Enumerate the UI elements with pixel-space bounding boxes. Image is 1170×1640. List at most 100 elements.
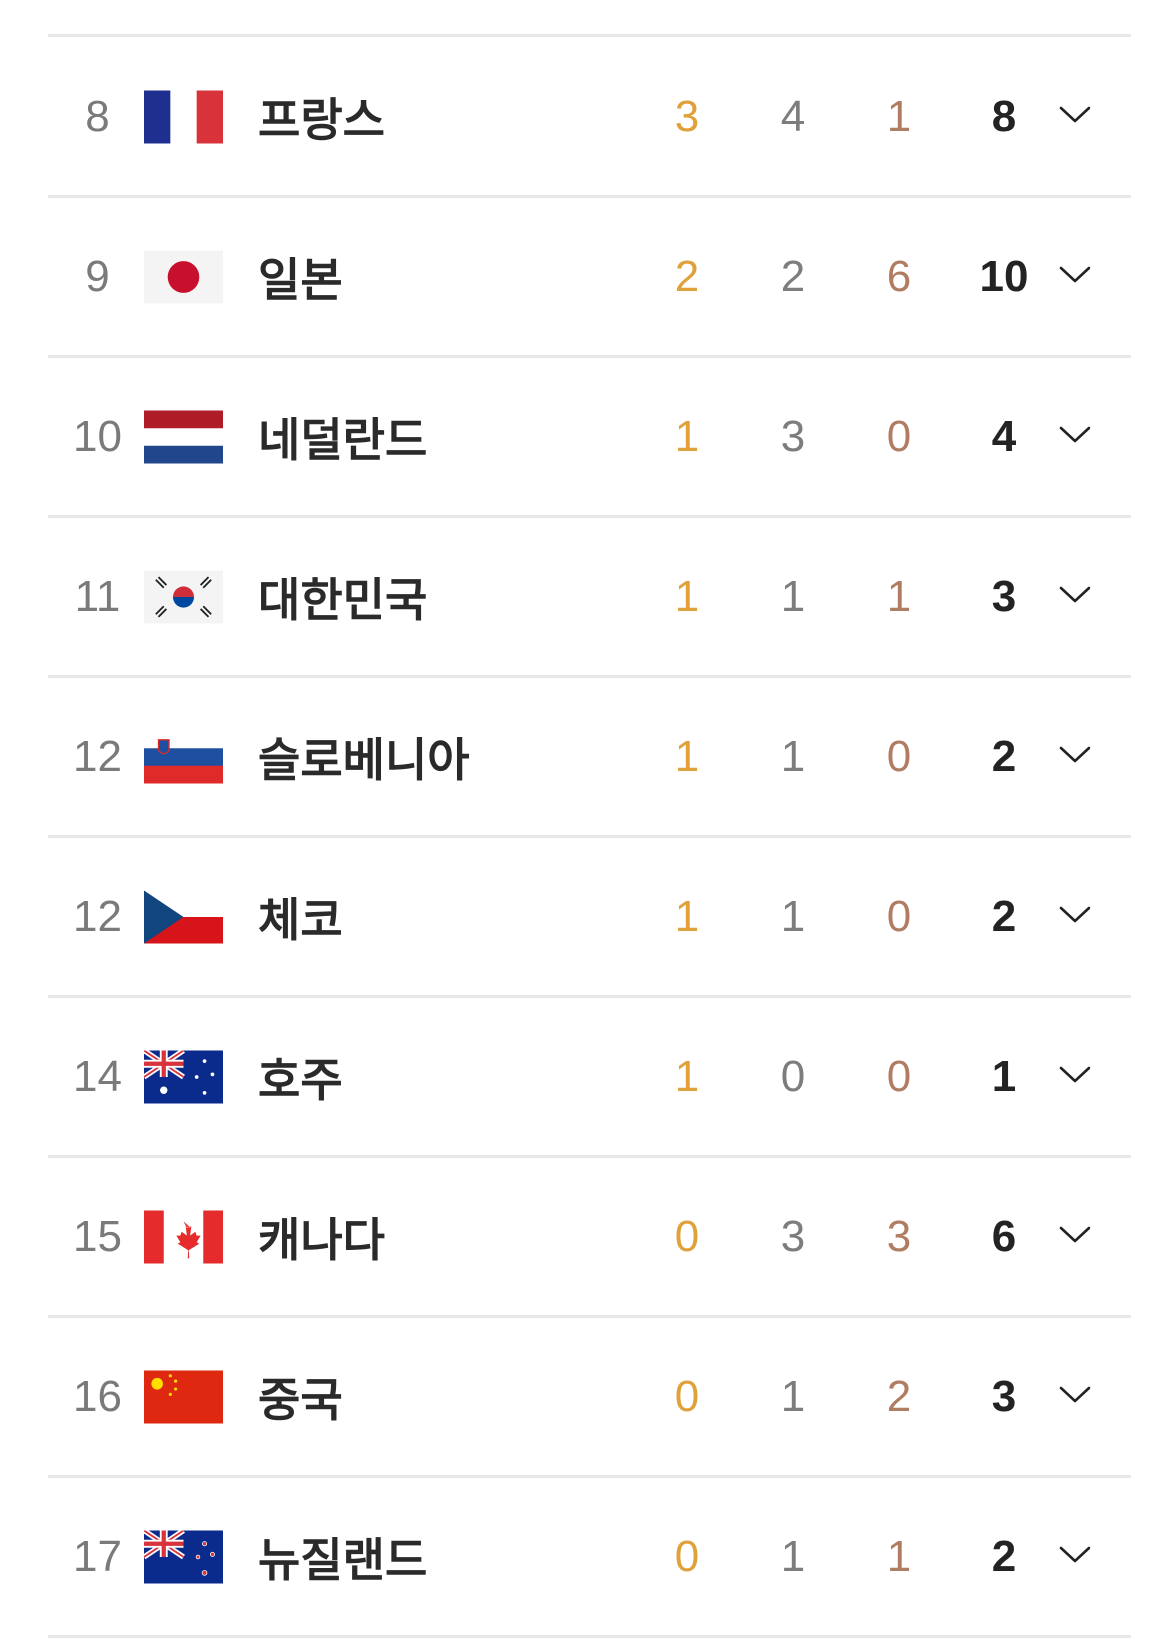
new-zealand-flag: [144, 1530, 223, 1584]
total-count: 3: [991, 1372, 1017, 1421]
country-name: 프랑스: [258, 94, 385, 146]
chevron-down-icon[interactable]: [1058, 105, 1092, 125]
canada-flag: [144, 1210, 223, 1264]
table-row[interactable]: 12 슬로베니아 1 1 0 2: [0, 677, 1170, 837]
gold-count: 1: [674, 1052, 700, 1101]
bronze-count: 0: [886, 412, 912, 461]
total-count: 2: [991, 892, 1017, 941]
rank: 9: [85, 252, 110, 301]
chevron-down-icon[interactable]: [1058, 1385, 1092, 1405]
gold-count: 1: [674, 572, 700, 621]
bronze-count: 1: [886, 92, 912, 141]
total-count: 2: [991, 732, 1017, 781]
divider: [48, 1315, 1131, 1318]
divider: [48, 1155, 1131, 1158]
chevron-down-icon[interactable]: [1058, 905, 1092, 925]
divider: [48, 835, 1131, 838]
divider: [48, 1475, 1131, 1478]
chevron-down-icon[interactable]: [1058, 585, 1092, 605]
bronze-count: 2: [886, 1372, 912, 1421]
table-row[interactable]: 16 중국 0 1 2 3: [0, 1317, 1170, 1477]
chevron-down-icon[interactable]: [1058, 1545, 1092, 1565]
chevron-down-icon[interactable]: [1058, 1225, 1092, 1245]
czechia-flag: [144, 890, 223, 944]
country-name: 중국: [258, 1374, 343, 1426]
table-row[interactable]: 11 대한민국 1 1 1 3: [0, 517, 1170, 677]
silver-count: 3: [780, 1212, 806, 1261]
table-row[interactable]: 14 호주 1 0 0 1: [0, 997, 1170, 1157]
chevron-down-icon[interactable]: [1058, 745, 1092, 765]
silver-count: 1: [780, 732, 806, 781]
country-name: 캐나다: [258, 1214, 385, 1266]
bronze-count: 1: [886, 572, 912, 621]
rank: 17: [73, 1532, 122, 1581]
country-name: 대한민국: [258, 574, 428, 626]
rank: 11: [74, 572, 121, 621]
japan-flag: [144, 250, 223, 304]
country-name: 호주: [258, 1054, 343, 1106]
rank: 14: [73, 1052, 122, 1101]
divider: [48, 675, 1131, 678]
bronze-count: 3: [886, 1212, 912, 1261]
australia-flag: [144, 1050, 223, 1104]
total-count: 3: [991, 572, 1017, 621]
silver-count: 1: [780, 572, 806, 621]
total-count: 10: [979, 252, 1029, 301]
country-name: 일본: [258, 254, 343, 306]
gold-count: 1: [674, 732, 700, 781]
south-korea-flag: [144, 570, 223, 624]
rank: 10: [73, 412, 122, 461]
total-count: 8: [991, 92, 1017, 141]
total-count: 2: [991, 1532, 1017, 1581]
gold-count: 0: [674, 1532, 700, 1581]
silver-count: 4: [780, 92, 806, 141]
total-count: 4: [991, 412, 1017, 461]
table-row[interactable]: 10 네덜란드 1 3 0 4: [0, 357, 1170, 517]
rank: 15: [73, 1212, 122, 1261]
bronze-count: 0: [886, 892, 912, 941]
gold-count: 1: [674, 412, 700, 461]
divider: [48, 34, 1131, 37]
table-row[interactable]: 9 일본 2 2 6 10: [0, 197, 1170, 357]
silver-count: 2: [780, 252, 806, 301]
country-name: 슬로베니아: [258, 734, 470, 786]
table-row[interactable]: 17 뉴질랜드 0 1 1 2: [0, 1477, 1170, 1637]
country-name: 네덜란드: [258, 414, 428, 466]
gold-count: 0: [674, 1212, 700, 1261]
divider: [48, 1635, 1131, 1638]
total-count: 1: [991, 1052, 1017, 1101]
country-name: 뉴질랜드: [258, 1534, 428, 1586]
bronze-count: 0: [886, 732, 912, 781]
france-flag: [144, 90, 223, 144]
total-count: 6: [991, 1212, 1017, 1261]
netherlands-flag: [144, 410, 223, 464]
rank: 12: [73, 732, 122, 781]
table-row[interactable]: 12 체코 1 1 0 2: [0, 837, 1170, 997]
chevron-down-icon[interactable]: [1058, 1065, 1092, 1085]
table-row[interactable]: 8 프랑스 3 4 1 8: [0, 37, 1170, 197]
divider: [48, 515, 1131, 518]
silver-count: 1: [780, 1372, 806, 1421]
table-row[interactable]: 15 캐나다 0 3 3 6: [0, 1157, 1170, 1317]
rank: 8: [85, 92, 110, 141]
chevron-down-icon[interactable]: [1058, 265, 1092, 285]
country-name: 체코: [258, 894, 343, 946]
gold-count: 0: [674, 1372, 700, 1421]
bronze-count: 6: [886, 252, 912, 301]
china-flag: [144, 1370, 223, 1424]
silver-count: 1: [780, 1532, 806, 1581]
rank: 12: [73, 892, 122, 941]
silver-count: 3: [780, 412, 806, 461]
bronze-count: 1: [886, 1532, 912, 1581]
gold-count: 1: [674, 892, 700, 941]
gold-count: 2: [674, 252, 700, 301]
divider: [48, 355, 1131, 358]
chevron-down-icon[interactable]: [1058, 425, 1092, 445]
silver-count: 0: [780, 1052, 806, 1101]
bronze-count: 0: [886, 1052, 912, 1101]
slovenia-flag: [144, 730, 223, 784]
divider: [48, 995, 1131, 998]
divider: [48, 195, 1131, 198]
silver-count: 1: [780, 892, 806, 941]
gold-count: 3: [674, 92, 700, 141]
